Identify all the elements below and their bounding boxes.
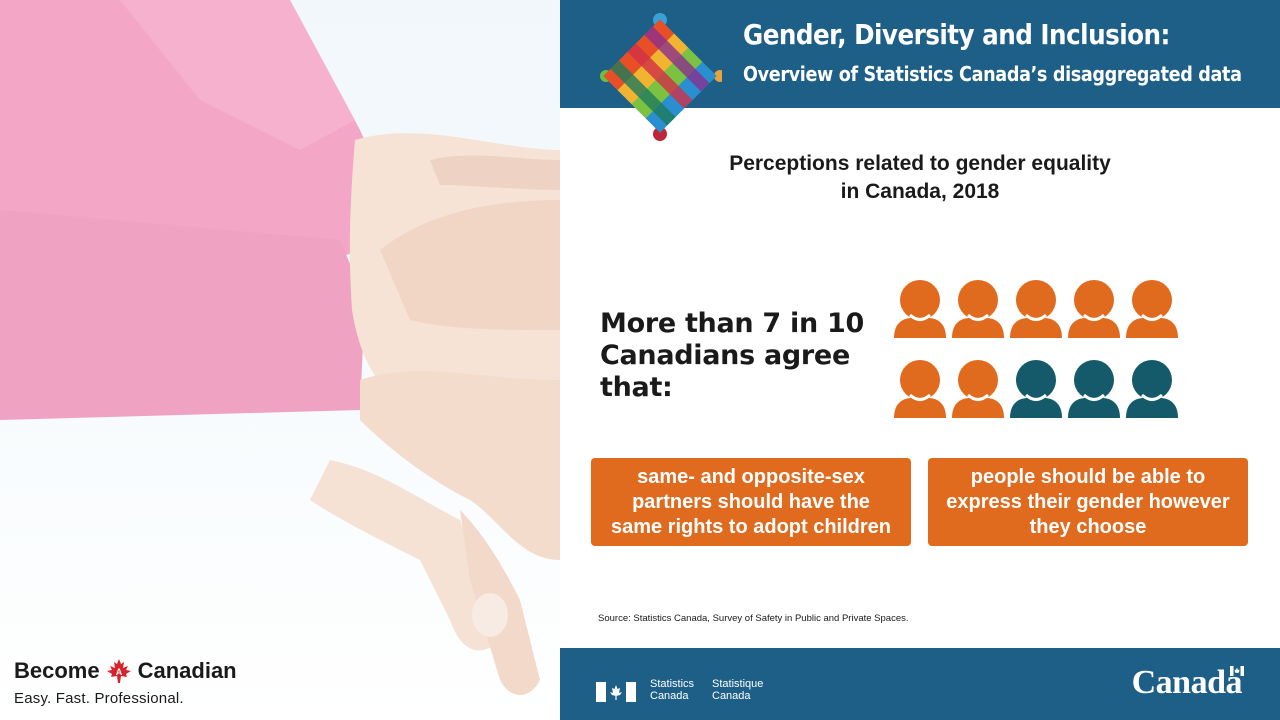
person-icon [1126, 360, 1178, 418]
org-en-line2: Canada [650, 690, 689, 702]
person-icon [894, 280, 946, 338]
canada-wordmark: Canada [1131, 664, 1243, 701]
become-canadian-logo: Become A Canadian Easy. Fast. Profession… [14, 658, 237, 707]
brand-leaf-letter: A [115, 667, 122, 677]
people-pictograph [894, 280, 1178, 418]
statement-adoption-rights: same- and opposite-sex partners should h… [591, 458, 911, 546]
headline-prefix: More than [600, 308, 763, 339]
person-icon [952, 360, 1004, 418]
maple-leaf-icon: A [106, 658, 132, 684]
header-banner: Gender, Diversity and Inclusion: Overvie… [560, 0, 1280, 141]
brand-tagline: Easy. Fast. Professional. [14, 690, 184, 707]
person-icon [1010, 360, 1062, 418]
hands-photo: Become A Canadian Easy. Fast. Profession… [0, 0, 560, 720]
headline-line3: that: [600, 372, 673, 403]
stacked-hands-image [0, 0, 560, 695]
person-icon [894, 360, 946, 418]
source-note: Source: Statistics Canada, Survey of Saf… [598, 613, 909, 624]
org-fr-line2: Canada [712, 690, 751, 702]
person-icon [1010, 280, 1062, 338]
infographic-panel: Gender, Diversity and Inclusion: Overvie… [560, 0, 1280, 720]
chart-title: Perceptions related to gender equality i… [560, 150, 1280, 206]
headline: More than 7 in 10 Canadians agree that: [600, 308, 864, 404]
chart-title-line2: in Canada, 2018 [840, 180, 1000, 203]
chart-title-line1: Perceptions related to gender equality [729, 152, 1111, 175]
header-title: Gender, Diversity and Inclusion: [743, 18, 1170, 51]
wordmark-flag-icon [1230, 666, 1244, 676]
statistique-canada-fr: Statistique Canada [712, 678, 763, 702]
headline-highlight: 7 in 10 [762, 308, 864, 339]
person-icon [952, 280, 1004, 338]
header-subtitle: Overview of Statistics Canada’s disaggre… [743, 62, 1242, 86]
statistics-canada-en: Statistics Canada [650, 678, 694, 702]
headline-line2: Canadians agree [600, 340, 850, 371]
person-icon [1068, 360, 1120, 418]
brand-word-canadian: Canadian [137, 658, 237, 683]
person-icon [1068, 280, 1120, 338]
footer-banner: Statistics Canada Statistique Canada Can… [560, 648, 1280, 720]
org-fr-line1: Statistique [712, 678, 764, 690]
canada-flag-icon [596, 682, 636, 702]
person-icon [1126, 280, 1178, 338]
org-en-line1: Statistics [650, 678, 695, 690]
gdi-logo-icon [600, 13, 722, 141]
brand-word-become: Become [14, 658, 100, 683]
statement-gender-expression: people should be able to express their g… [928, 458, 1248, 546]
